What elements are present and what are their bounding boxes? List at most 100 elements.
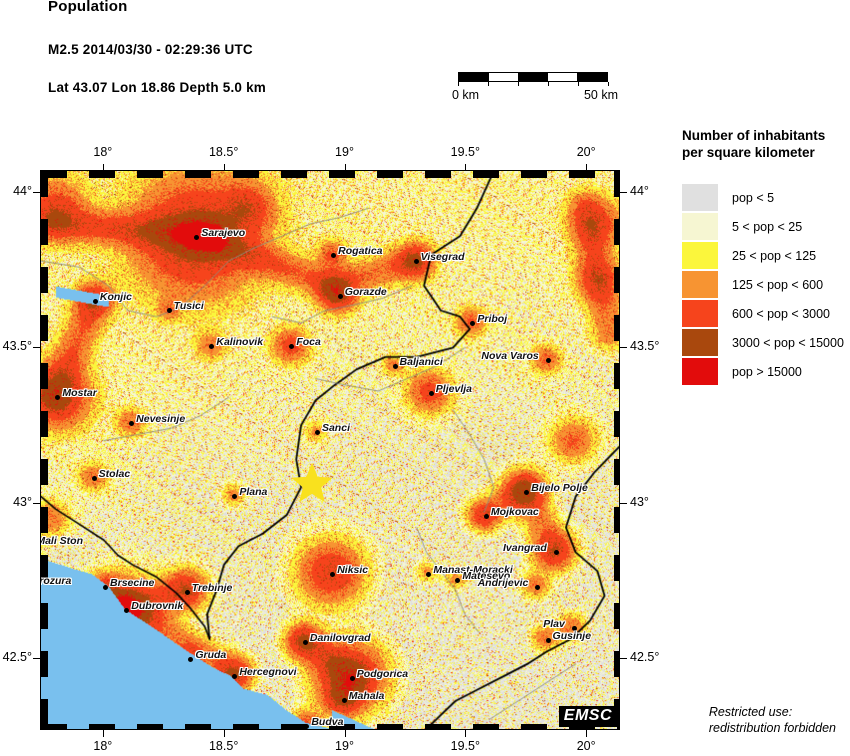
map-frame-dash xyxy=(614,651,619,677)
city-label: Gorazde xyxy=(344,286,387,299)
city-label: Trebinje xyxy=(191,581,233,594)
city-dot-icon xyxy=(553,549,559,555)
longitude-tick xyxy=(465,164,467,171)
scale-bar-segment xyxy=(488,73,519,81)
longitude-tick xyxy=(102,730,104,737)
city-label: Baljanici xyxy=(399,355,443,368)
longitude-label: 20° xyxy=(576,739,596,753)
legend-row: 600 < pop < 3000 xyxy=(682,299,850,328)
legend-label: 125 < pop < 600 xyxy=(732,277,824,292)
city-dot-icon xyxy=(314,430,320,436)
latitude-tick xyxy=(33,191,40,193)
map-frame-dash xyxy=(377,724,403,729)
city-dot-icon xyxy=(349,675,355,681)
city-dot-icon xyxy=(188,656,194,662)
city-dot-icon xyxy=(124,607,130,613)
legend-label: 3000 < pop < 15000 xyxy=(732,335,844,350)
map-frame-dash xyxy=(521,171,547,178)
city-label: Budva xyxy=(311,715,344,728)
latitude-tick xyxy=(620,658,627,660)
longitude-tick xyxy=(344,730,346,737)
city-dot-icon xyxy=(92,299,98,305)
city-label: Mali Ston xyxy=(40,534,84,547)
city-dot-icon xyxy=(129,421,135,427)
latitude-tick xyxy=(33,347,40,349)
map-frame-dash xyxy=(617,724,619,729)
city-label: Podgorica xyxy=(356,667,409,680)
legend-row: 125 < pop < 600 xyxy=(682,270,850,299)
city-dot-icon xyxy=(535,584,541,590)
usage-restriction-note: Restricted use: redistribution forbidden xyxy=(709,704,836,736)
city-label: Mahala xyxy=(348,690,385,703)
map-frame-dash xyxy=(614,459,619,485)
city-dot-icon xyxy=(232,673,238,679)
latitude-tick xyxy=(33,502,40,504)
latitude-tick xyxy=(620,502,627,504)
longitude-tick xyxy=(586,730,588,737)
legend-label: 600 < pop < 3000 xyxy=(732,306,831,321)
map-frame-dash xyxy=(41,555,48,581)
latitude-tick xyxy=(620,191,627,193)
city-label: Niksic xyxy=(337,563,369,576)
map-frame-dash xyxy=(41,459,48,485)
scale-bar-tick xyxy=(488,82,489,86)
legend-color-swatch xyxy=(682,184,718,211)
map-frame-dash xyxy=(89,171,115,178)
city-label: Gruda xyxy=(195,648,227,661)
longitude-label: 19.5° xyxy=(450,145,480,159)
city-label: Bijelo Polje xyxy=(531,482,588,495)
legend-row: 5 < pop < 25 xyxy=(682,212,850,241)
page-title: Population xyxy=(48,0,128,15)
map-frame-dash xyxy=(41,699,48,725)
scale-bar-tick xyxy=(608,82,609,86)
scale-bar-tick xyxy=(518,82,519,86)
longitude-tick xyxy=(586,164,588,171)
longitude-tick xyxy=(102,164,104,171)
map-frame-dash xyxy=(41,724,67,729)
latitude-label-left: 44° xyxy=(13,183,32,198)
map-frame-dash xyxy=(425,724,451,729)
city-label: Visegrad xyxy=(420,250,465,263)
legend-row: pop < 5 xyxy=(682,183,850,212)
legend-color-swatch xyxy=(682,271,718,298)
map-frame-dash xyxy=(425,171,451,178)
event-magnitude-time: M2.5 2014/03/30 - 02:29:36 UTC xyxy=(48,42,253,57)
latitude-label-left: 43.5° xyxy=(2,339,32,354)
city-label: Mojkovac xyxy=(490,506,539,519)
city-dot-icon xyxy=(426,571,432,577)
city-label: Danilovgrad xyxy=(309,632,371,645)
legend-row: pop > 15000 xyxy=(682,357,850,386)
latitude-label-right: 44° xyxy=(630,183,649,198)
city-label: Brsecine xyxy=(110,576,155,589)
longitude-label: 18° xyxy=(93,739,113,753)
legend-color-swatch xyxy=(682,358,718,385)
epicenter-star-icon xyxy=(291,463,332,503)
population-density-map[interactable]: Sarajevo Konjic Tusici Rogatica Visegrad Gora… xyxy=(40,170,620,730)
map-frame-dash xyxy=(614,315,619,341)
latitude-tick xyxy=(33,658,40,660)
map-frame-dash xyxy=(614,219,619,245)
city-label: Foca xyxy=(296,336,321,349)
city-label: Manast-Moracki xyxy=(433,563,513,576)
city-label: Kalinovik xyxy=(216,336,264,349)
latitude-tick xyxy=(620,347,627,349)
city-label: Sarajevo xyxy=(201,227,246,240)
longitude-tick xyxy=(344,164,346,171)
legend-color-swatch xyxy=(682,242,718,269)
city-label: Mostar xyxy=(62,387,97,400)
map-frame-dash xyxy=(614,411,619,437)
city-dot-icon xyxy=(166,308,172,314)
map-frame-dash xyxy=(377,171,403,178)
legend-items: pop < 5 5 < pop < 25 25 < pop < 125 125 < p… xyxy=(682,183,850,386)
city-label: Tusici xyxy=(173,300,204,313)
longitude-tick xyxy=(465,730,467,737)
city-dot-icon xyxy=(413,258,419,264)
map-frame-dash xyxy=(281,724,307,729)
legend-label: pop < 5 xyxy=(732,190,775,205)
emsc-attribution-logo: EMSC xyxy=(558,706,617,727)
city-dot-icon xyxy=(55,395,61,401)
city-dot-icon xyxy=(571,626,577,632)
map-frame-dash xyxy=(614,555,619,581)
legend-color-swatch xyxy=(682,213,718,240)
longitude-tick xyxy=(223,730,225,737)
